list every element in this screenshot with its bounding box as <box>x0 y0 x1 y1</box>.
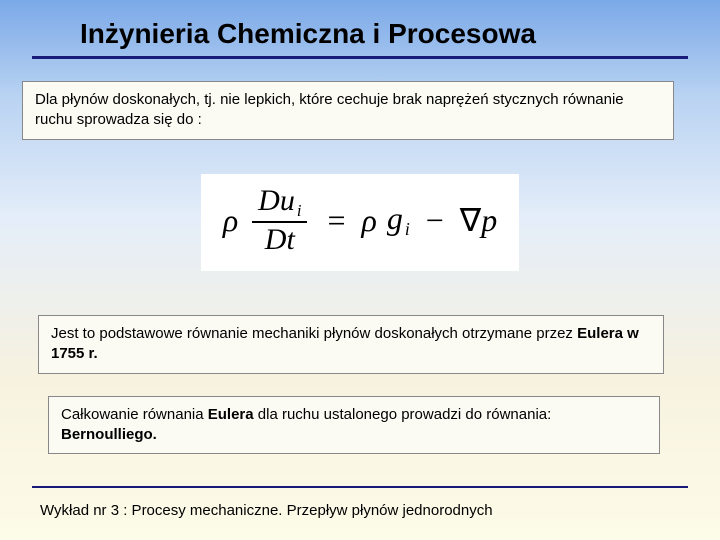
rho-symbol: ρ <box>223 204 238 236</box>
equals-sign: = <box>321 204 351 236</box>
euler-note-box: Jest to podstawowe równanie mechaniki pł… <box>38 315 664 374</box>
intro-text: Dla płynów doskonałych, tj. nie lepkich,… <box>35 91 624 128</box>
bernoulli-bold2: Bernoulliego. <box>61 426 157 443</box>
nabla-symbol: ∇ <box>460 202 481 238</box>
bernoulli-bold1: Eulera <box>208 406 254 423</box>
footer-divider <box>32 486 688 488</box>
g-base: g <box>387 200 403 236</box>
bernoulli-note-box: Całkowanie równania Eulera dla ruchu ust… <box>48 396 660 455</box>
g-sub: i <box>403 219 410 239</box>
fraction: Dui Dt <box>252 184 307 258</box>
slide: Inżynieria Chemiczna i Procesowa Dla pły… <box>0 0 720 540</box>
euler-note-text: Jest to podstawowe równanie mechaniki pł… <box>51 325 577 342</box>
rho-symbol-2: ρ <box>361 204 376 236</box>
p-symbol: p <box>481 202 497 238</box>
g-symbol: gi <box>387 202 410 239</box>
bernoulli-mid: dla ruchu ustalonego prowadzi do równani… <box>254 406 552 423</box>
numerator-base: Du <box>258 184 295 217</box>
denominator: Dt <box>259 223 301 257</box>
numerator-sub: i <box>295 201 302 220</box>
numerator: Dui <box>252 184 307 222</box>
euler-equation: ρ Dui Dt = ρgi − ∇p <box>201 174 519 272</box>
intro-text-box: Dla płynów doskonałych, tj. nie lepkich,… <box>22 81 674 140</box>
slide-title: Inżynieria Chemiczna i Procesowa <box>32 18 688 56</box>
equation-container: ρ Dui Dt = ρgi − ∇p <box>32 174 688 272</box>
title-divider <box>32 56 688 59</box>
grad-p: ∇p <box>460 204 497 236</box>
bernoulli-pre: Całkowanie równania <box>61 406 208 423</box>
minus-sign: − <box>420 204 450 236</box>
footer-text: Wykład nr 3 : Procesy mechaniczne. Przep… <box>32 502 688 519</box>
